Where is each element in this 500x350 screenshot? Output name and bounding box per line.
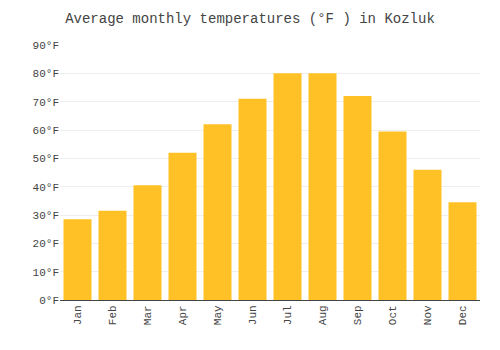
svg-text:70°F: 70°F (33, 97, 59, 109)
svg-text:60°F: 60°F (33, 125, 59, 137)
svg-text:Apr: Apr (177, 305, 189, 325)
svg-text:Jan: Jan (72, 305, 84, 325)
svg-text:50°F: 50°F (33, 153, 59, 165)
svg-text:Sep: Sep (352, 305, 364, 325)
svg-text:30°F: 30°F (33, 210, 59, 222)
svg-text:Jul: Jul (282, 305, 294, 325)
svg-text:Feb: Feb (107, 305, 119, 325)
svg-text:10°F: 10°F (33, 267, 59, 279)
svg-text:Aug: Aug (317, 305, 329, 325)
svg-text:Oct: Oct (387, 305, 399, 325)
svg-text:Dec: Dec (457, 305, 469, 325)
svg-text:80°F: 80°F (33, 68, 59, 80)
svg-text:Mar: Mar (142, 305, 154, 325)
svg-text:0°F: 0°F (39, 295, 59, 307)
svg-text:Nov: Nov (422, 305, 434, 325)
svg-text:Jun: Jun (247, 305, 259, 325)
svg-text:90°F: 90°F (33, 40, 59, 52)
svg-text:Average monthly temperatures (: Average monthly temperatures (°F ) in Ko… (65, 11, 435, 27)
svg-text:May: May (212, 305, 224, 325)
svg-text:20°F: 20°F (33, 238, 59, 250)
svg-text:40°F: 40°F (33, 182, 59, 194)
